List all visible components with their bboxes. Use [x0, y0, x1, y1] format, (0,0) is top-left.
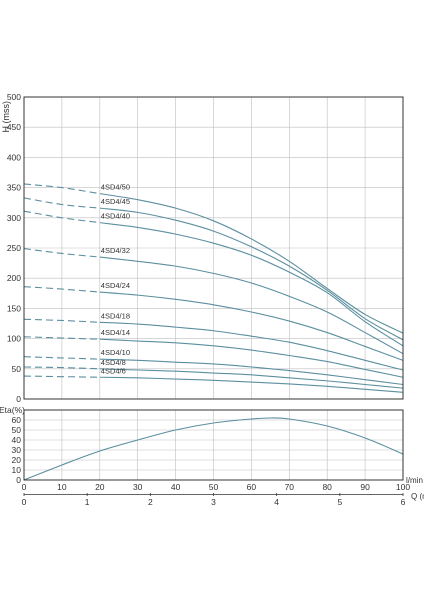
head-chart-frame — [23, 96, 404, 400]
head-y-tick-label: 350 — [7, 183, 21, 193]
flow-m3h-axis-label: Q (m³/h) — [411, 492, 424, 501]
head-curve-label: 4SD4/50 — [101, 183, 130, 192]
flow-m3h-tick-label: 1 — [85, 497, 90, 507]
head-curve-solid-segment — [99, 193, 404, 334]
head-curve-solid-segment — [99, 368, 404, 389]
head-y-axis-label: H (mss) — [1, 101, 11, 133]
flow-lmin-tick-label: 90 — [360, 482, 370, 492]
head-y-tick-label: 450 — [7, 122, 21, 132]
head-y-tick-label: 200 — [7, 273, 21, 283]
flow-lmin-tick-label: 20 — [95, 482, 105, 492]
efficiency-y-axis-label: Eta(%) — [0, 405, 25, 415]
head-curve-solid-segment — [99, 338, 404, 378]
head-curve-dashed-segment — [23, 183, 100, 195]
efficiency-curve — [23, 417, 404, 481]
flow-lmin-tick-label: 10 — [57, 482, 67, 492]
efficiency-y-tick-label: 40 — [12, 435, 22, 445]
head-curve-labels: 4SD4/50 4SD4/45 4SD4/40 4SD4/32 4SD4/24 4SD4/… — [101, 183, 130, 376]
head-y-tick-label: 100 — [7, 334, 21, 344]
head-curve-label: 4SD4/6 — [101, 366, 126, 375]
flow-lmin-tick-label: 80 — [322, 482, 332, 492]
head-curve-solid-segment — [99, 291, 404, 361]
head-curve-label: 4SD4/40 — [101, 212, 130, 221]
flow-m3h-tick-label: 0 — [22, 497, 27, 507]
flow-m3h-tick-label: 2 — [148, 497, 153, 507]
flow-lmin-tick-label: 60 — [247, 482, 257, 492]
head-curve-dashed-segment — [23, 366, 100, 370]
head-y-tick-label: 300 — [7, 213, 21, 223]
efficiency-y-tick-label: 10 — [12, 465, 22, 475]
head-curve-solid-segment — [99, 358, 404, 386]
efficiency-y-tick-label: 20 — [12, 455, 22, 465]
head-y-tick-label: 0 — [16, 394, 21, 404]
head-curve-label: 4SD4/32 — [101, 246, 130, 255]
efficiency-chart-frame — [23, 409, 404, 481]
head-curve-solid-segment — [99, 256, 404, 355]
head-y-tick-label: 150 — [7, 303, 21, 313]
head-chart-grid — [23, 96, 404, 400]
flow-lmin-tick-label: 70 — [285, 482, 295, 492]
efficiency-y-tick-label: 0 — [16, 475, 21, 485]
head-curve-dashed-segment — [23, 336, 100, 340]
head-curve-solid-segment — [99, 376, 404, 393]
efficiency-y-tick-label: 30 — [12, 445, 22, 455]
head-y-tick-label: 50 — [12, 364, 22, 374]
head-y-tick-label: 500 — [7, 92, 21, 102]
flow-lmin-tick-label: 0 — [22, 482, 27, 492]
head-curve-dashed-segment — [23, 286, 100, 293]
flow-m3h-tick-label: 3 — [211, 497, 216, 507]
head-curve-solid-segment — [99, 321, 404, 371]
flow-lmin-tick-labels: 0 10 20 30 40 50 60 70 80 90 100 — [22, 482, 411, 492]
flow-lmin-axis-label: l/min — [406, 476, 423, 485]
head-y-tick-label: 250 — [7, 243, 21, 253]
flow-lmin-tick-label: 30 — [133, 482, 143, 492]
efficiency-chart-grid — [23, 410, 404, 481]
flow-m3h-tick-label: 5 — [337, 497, 342, 507]
head-curve-solid-segment — [99, 207, 404, 341]
head-curves — [23, 183, 404, 393]
flow-m3h-tick-label: 4 — [274, 497, 279, 507]
flow-m3h-tick-labels: 0 1 2 3 4 5 6 — [22, 493, 406, 507]
head-curve-label: 4SD4/10 — [101, 348, 130, 357]
head-curve-solid-segment — [99, 222, 404, 347]
flow-lmin-tick-label: 40 — [171, 482, 181, 492]
efficiency-y-tick-label: 50 — [12, 425, 22, 435]
efficiency-curve-line — [23, 417, 404, 481]
flow-m3h-tick-label: 6 — [401, 497, 406, 507]
head-curve-label: 4SD4/14 — [101, 328, 130, 337]
flow-lmin-tick-label: 100 — [396, 482, 410, 492]
head-curve-dashed-segment — [23, 375, 100, 378]
head-curve-dashed-segment — [23, 197, 100, 209]
head-curve-dashed-segment — [23, 248, 100, 258]
flow-lmin-tick-label: 50 — [209, 482, 219, 492]
head-curve-dashed-segment — [23, 210, 100, 224]
head-curve-label: 4SD4/24 — [101, 281, 130, 290]
head-curve-dashed-segment — [23, 356, 100, 360]
head-curve-dashed-segment — [23, 318, 100, 323]
head-y-tick-label: 400 — [7, 152, 21, 162]
efficiency-y-tick-label: 60 — [12, 415, 22, 425]
head-curve-label: 4SD4/45 — [101, 197, 130, 206]
head-curve-label: 4SD4/8 — [101, 358, 126, 367]
head-y-tick-labels: 0 50 100 150 200 250 300 350 400 450 500 — [7, 92, 21, 404]
head-curve-label: 4SD4/18 — [101, 311, 130, 320]
